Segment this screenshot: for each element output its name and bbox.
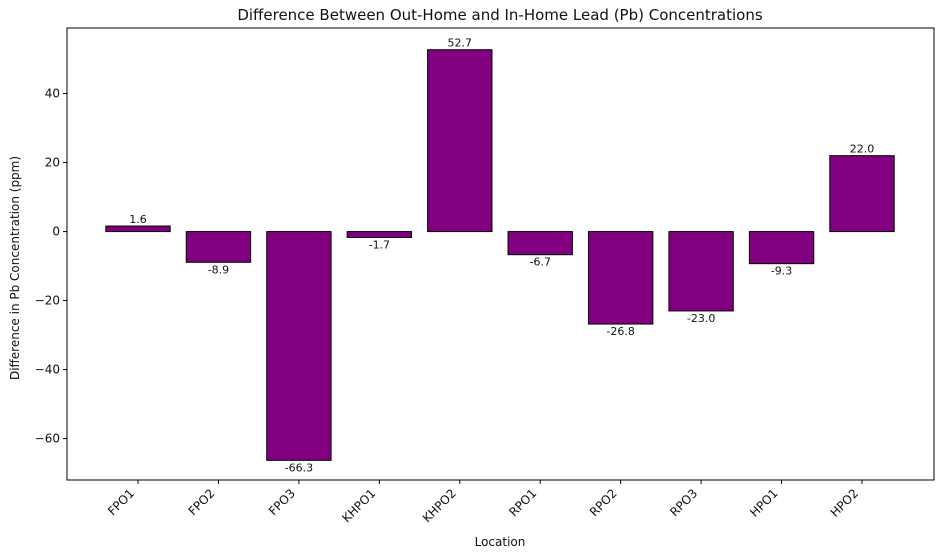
data-label-rpo2: -26.8 [606,325,634,338]
x-tick-label-fpo3: FPO3 [266,486,298,518]
data-label-khpo1: -1.7 [369,238,390,251]
x-tick-label-hpo1: HPO1 [747,486,780,519]
data-label-rpo1: -6.7 [529,256,550,269]
bar-khpo2 [427,49,493,233]
bar-rpo1 [507,231,573,256]
bar-fpo1 [105,225,171,233]
bar-rpo3 [668,231,734,312]
y-tick-label: 40 [45,87,60,101]
x-tick-label-rpo3: RPO3 [667,486,700,519]
plot-frame [66,27,935,481]
data-labels-group: 1.6 -8.9 -66.3 -1.7 52.7 -6.7 -26.8 -23.0 -9.3 22… [129,37,874,475]
bars-group [105,49,895,461]
x-axis: FPO1 FPO2 FPO3 KHPO1 KHPO2 RPO1 RPO2 RPO3 HPO1 HP… [105,480,863,525]
y-axis-label: Difference in Pb Concentration (ppm) [8,156,22,380]
bar-khpo1 [346,231,413,238]
bar-rpo2 [587,231,654,325]
data-label-rpo3: -23.0 [687,312,715,325]
bar-fpo3 [266,231,332,461]
bar-hpo2 [829,155,895,233]
data-label-khpo2: 52.7 [448,37,473,50]
y-axis: −60 −40 −20 0 20 40 [35,87,67,446]
data-label-fpo1: 1.6 [129,213,147,226]
y-tick-label: −60 [35,432,60,446]
chart-title: Difference Between Out-Home and In-Home … [237,6,763,24]
data-label-fpo3: -66.3 [285,461,313,474]
y-tick-label: −40 [35,363,60,377]
x-tick-label-fpo2: FPO2 [186,486,218,518]
y-tick-label: 0 [52,225,60,239]
x-axis-label: Location [475,535,526,549]
x-tick-label-khpo2: KHPO2 [420,486,459,525]
x-tick-label-hpo2: HPO2 [828,486,861,519]
y-tick-label: 20 [45,156,60,170]
x-tick-label-rpo2: RPO2 [587,486,620,519]
data-label-hpo2: 22.0 [850,143,875,156]
bar-hpo1 [748,231,815,265]
data-label-fpo2: -8.9 [208,263,229,276]
bar-fpo2 [185,231,252,263]
x-tick-label-fpo1: FPO1 [105,486,137,518]
data-label-hpo1: -9.3 [771,265,792,278]
x-tick-label-rpo1: RPO1 [506,486,539,519]
x-tick-label-khpo1: KHPO1 [339,486,378,525]
y-tick-label: −20 [35,294,60,308]
